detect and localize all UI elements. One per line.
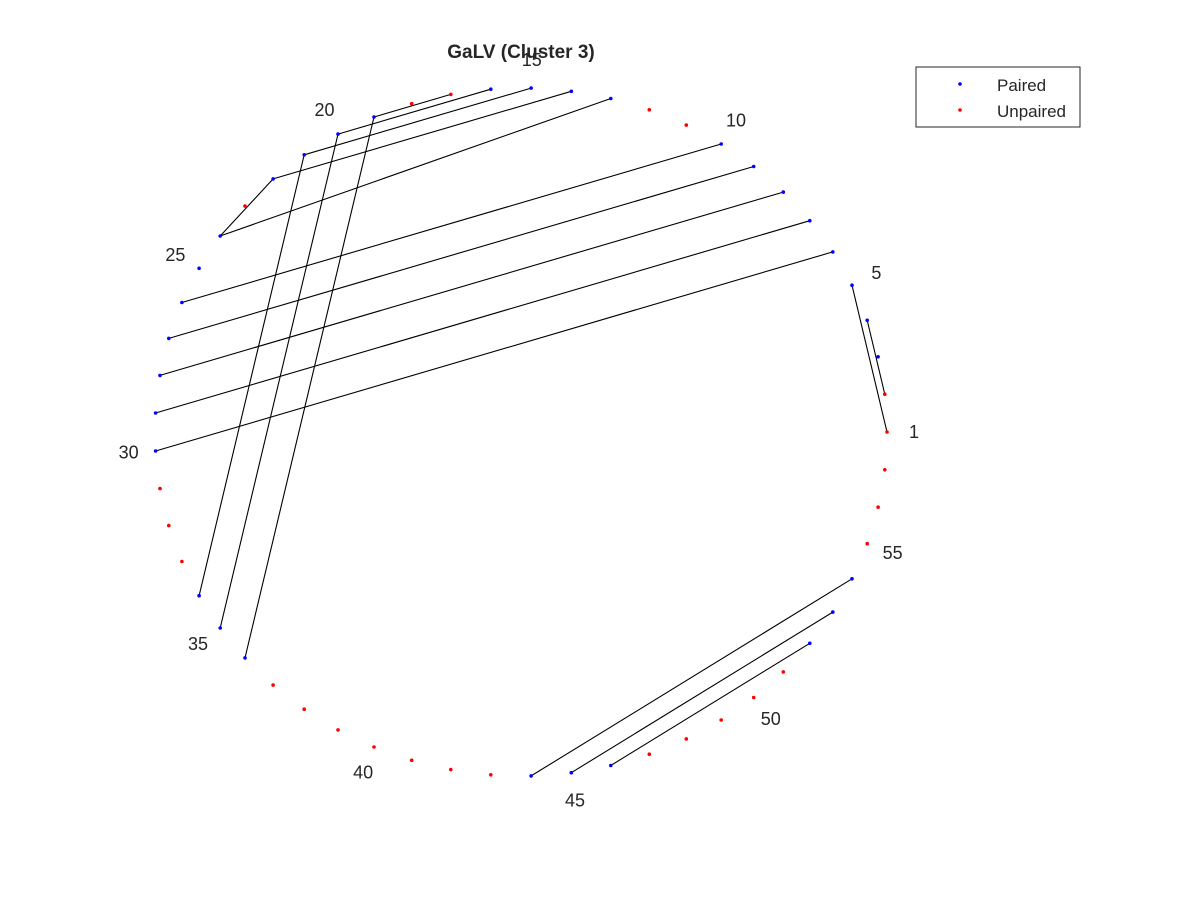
pair-line bbox=[272, 90, 572, 180]
paired-point bbox=[808, 218, 812, 223]
pair-line bbox=[244, 116, 375, 659]
paired-point bbox=[609, 96, 613, 101]
unpaired-point bbox=[684, 123, 689, 127]
paired-point bbox=[719, 142, 723, 146]
pair-line bbox=[181, 143, 722, 304]
paired-point bbox=[569, 89, 574, 94]
unpaired-point bbox=[302, 707, 307, 711]
paired-point bbox=[243, 656, 247, 660]
paired-point bbox=[529, 86, 533, 90]
paired-point bbox=[218, 626, 222, 630]
position-label: 5 bbox=[871, 263, 881, 283]
pair-lines bbox=[155, 87, 888, 777]
paired-point bbox=[569, 770, 574, 775]
pair-line bbox=[530, 578, 853, 777]
pair-line bbox=[198, 154, 305, 596]
unpaired-point bbox=[158, 486, 162, 491]
pair-line bbox=[220, 97, 611, 237]
paired-point bbox=[153, 411, 158, 415]
pair-line bbox=[851, 285, 888, 433]
paired-point bbox=[751, 164, 756, 169]
paired-point bbox=[218, 234, 222, 238]
unpaired-point bbox=[449, 92, 453, 97]
paired-point bbox=[831, 610, 835, 614]
paired-point bbox=[850, 283, 854, 288]
position-label: 25 bbox=[165, 245, 185, 265]
pair-line bbox=[155, 251, 833, 452]
unpaired-point bbox=[885, 430, 889, 434]
pair-line bbox=[168, 165, 754, 339]
paired-point bbox=[876, 355, 880, 359]
paired-point bbox=[808, 641, 812, 646]
pair-line bbox=[571, 611, 834, 774]
unpaired-point bbox=[647, 752, 652, 756]
paired-point bbox=[831, 250, 835, 254]
paired-point bbox=[865, 318, 869, 323]
unpaired-point bbox=[751, 695, 756, 700]
pair-line bbox=[373, 93, 451, 118]
unpaired-point bbox=[449, 767, 453, 772]
position-label: 15 bbox=[522, 50, 542, 70]
chart-title: GaLV (Cluster 3) bbox=[447, 42, 594, 63]
paired-point bbox=[167, 336, 171, 341]
paired-point bbox=[529, 774, 533, 778]
legend-marker-unpaired bbox=[958, 108, 962, 112]
unpaired-point bbox=[684, 737, 689, 741]
unpaired-point bbox=[883, 468, 887, 472]
position-label: 35 bbox=[188, 634, 208, 654]
paired-point bbox=[197, 266, 201, 271]
legend-box bbox=[915, 66, 1081, 128]
unpaired-point bbox=[647, 108, 652, 112]
pair-line bbox=[219, 133, 339, 629]
unpaired-point bbox=[409, 758, 414, 763]
position-label: 45 bbox=[565, 791, 585, 811]
unpaired-point bbox=[883, 392, 887, 397]
unpaired-point bbox=[781, 670, 786, 674]
legend-label-paired: Paired bbox=[997, 76, 1046, 95]
paired-point bbox=[271, 177, 275, 181]
position-label: 10 bbox=[726, 111, 746, 131]
position-label: 55 bbox=[883, 543, 903, 563]
paired-point bbox=[489, 87, 493, 91]
unpaired-point bbox=[876, 505, 880, 510]
paired-point bbox=[336, 132, 340, 136]
unpaired-point bbox=[372, 745, 376, 749]
unpaired-point bbox=[719, 718, 723, 722]
legend-label-unpaired: Unpaired bbox=[997, 102, 1066, 121]
unpaired-point bbox=[271, 683, 275, 687]
paired-point bbox=[372, 115, 376, 119]
position-label: 40 bbox=[353, 763, 373, 783]
pair-line bbox=[866, 320, 886, 395]
position-label: 1 bbox=[909, 422, 919, 442]
pair-line bbox=[155, 220, 810, 414]
position-label: 20 bbox=[314, 100, 334, 120]
paired-point bbox=[153, 449, 158, 453]
pair-line bbox=[159, 191, 784, 376]
unpaired-point bbox=[180, 559, 184, 564]
unpaired-point bbox=[243, 204, 247, 208]
position-label: 50 bbox=[761, 709, 781, 729]
nucleotide-points bbox=[153, 86, 889, 778]
pair-line bbox=[337, 88, 491, 135]
legend-marker-paired bbox=[958, 82, 962, 86]
paired-point bbox=[158, 373, 162, 378]
paired-point bbox=[302, 153, 307, 157]
unpaired-point bbox=[489, 773, 493, 777]
pair-line bbox=[219, 178, 274, 237]
pair-line bbox=[610, 642, 811, 766]
paired-point bbox=[197, 593, 201, 598]
unpaired-point bbox=[336, 728, 340, 732]
legend: Paired Unpaired bbox=[915, 66, 1081, 128]
paired-point bbox=[781, 190, 786, 194]
position-label: 30 bbox=[119, 443, 139, 463]
unpaired-point bbox=[167, 523, 171, 528]
pair-line bbox=[304, 87, 532, 156]
paired-point bbox=[609, 763, 613, 768]
unpaired-point bbox=[865, 541, 869, 546]
unpaired-point bbox=[409, 101, 414, 106]
paired-point bbox=[850, 577, 854, 581]
paired-point bbox=[180, 300, 184, 305]
